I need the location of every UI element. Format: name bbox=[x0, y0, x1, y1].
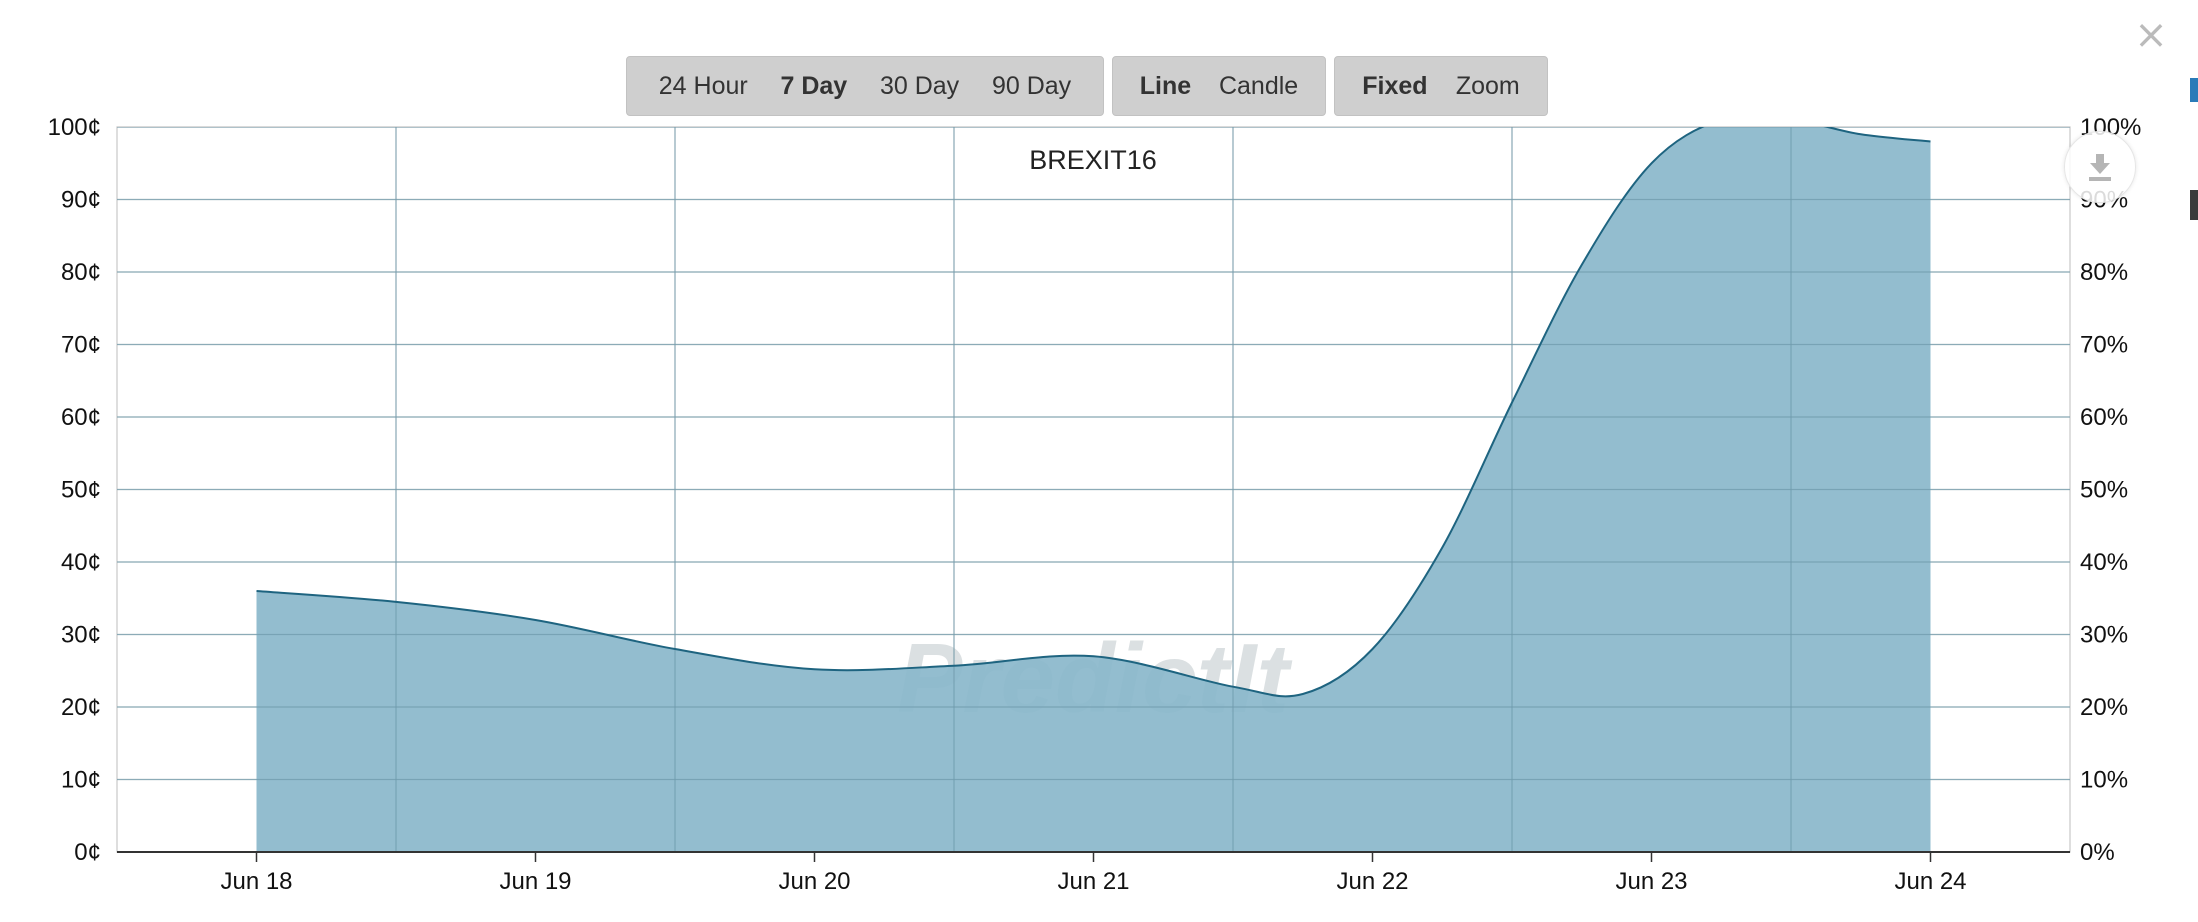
y-right-tick-label: 0% bbox=[2080, 839, 2115, 866]
y-right-tick-label: 80% bbox=[2080, 259, 2128, 286]
y-left-tick-label: 10¢ bbox=[61, 767, 101, 794]
x-tick-label: Jun 21 bbox=[1057, 868, 1129, 895]
style-line-button[interactable]: Line bbox=[1139, 71, 1192, 100]
style-candle-button[interactable]: Candle bbox=[1218, 71, 1299, 100]
y-left-tick-label: 40¢ bbox=[61, 549, 101, 576]
y-right-tick-label: 10% bbox=[2080, 767, 2128, 794]
y-left-tick-label: 90¢ bbox=[61, 187, 101, 214]
range-button-group: 24 Hour 7 Day 30 Day 90 Day bbox=[626, 56, 1104, 116]
y-left-tick-label: 30¢ bbox=[61, 622, 101, 649]
range-90-day-button[interactable]: 90 Day bbox=[991, 71, 1072, 100]
series-line bbox=[256, 127, 1931, 698]
x-tick-label: Jun 18 bbox=[220, 868, 292, 895]
y-left-tick-label: 70¢ bbox=[61, 332, 101, 359]
scale-fixed-button[interactable]: Fixed bbox=[1362, 71, 1428, 100]
range-30-day-button[interactable]: 30 Day bbox=[879, 71, 960, 100]
range-7-day-button[interactable]: 7 Day bbox=[780, 71, 848, 100]
y-left-tick-label: 0¢ bbox=[74, 839, 101, 866]
x-tick-label: Jun 20 bbox=[778, 868, 850, 895]
x-tick-label: Jun 23 bbox=[1615, 868, 1687, 895]
y-left-tick-label: 60¢ bbox=[61, 404, 101, 431]
series-group bbox=[117, 127, 2070, 852]
y-right-tick-label: 70% bbox=[2080, 332, 2128, 359]
download-icon bbox=[2089, 154, 2111, 181]
background-edge bbox=[2190, 78, 2198, 102]
background-edge bbox=[2190, 190, 2198, 220]
y-right-tick-label: 40% bbox=[2080, 549, 2128, 576]
y-right-tick-label: 50% bbox=[2080, 477, 2128, 504]
x-tick-label: Jun 19 bbox=[499, 868, 571, 895]
area-fill bbox=[256, 127, 1931, 852]
chart-title: BREXIT16 bbox=[1029, 145, 1157, 175]
y-left-tick-label: 20¢ bbox=[61, 694, 101, 721]
axes bbox=[117, 851, 2070, 862]
download-button[interactable] bbox=[2064, 131, 2136, 203]
y-right-tick-label: 60% bbox=[2080, 404, 2128, 431]
y-right-tick-label: 30% bbox=[2080, 622, 2128, 649]
y-left-tick-label: 100¢ bbox=[48, 114, 101, 141]
tick-labels: Jun 18 Jun 19 Jun 20 Jun 21 Jun 22 Jun 23 Jun … bbox=[48, 114, 2142, 895]
y-left-tick-label: 50¢ bbox=[61, 477, 101, 504]
scale-zoom-button[interactable]: Zoom bbox=[1455, 71, 1520, 100]
y-right-tick-label: 20% bbox=[2080, 694, 2128, 721]
x-tick-label: Jun 22 bbox=[1336, 868, 1408, 895]
close-icon[interactable]: × bbox=[2134, 12, 2168, 58]
y-left-tick-label: 80¢ bbox=[61, 259, 101, 286]
series-area bbox=[117, 127, 2070, 852]
style-button-group: Line Candle bbox=[1112, 56, 1326, 116]
range-24-hour-button[interactable]: 24 Hour bbox=[658, 71, 748, 100]
scale-button-group: Fixed Zoom bbox=[1334, 56, 1548, 116]
x-tick-label: Jun 24 bbox=[1894, 868, 1966, 895]
